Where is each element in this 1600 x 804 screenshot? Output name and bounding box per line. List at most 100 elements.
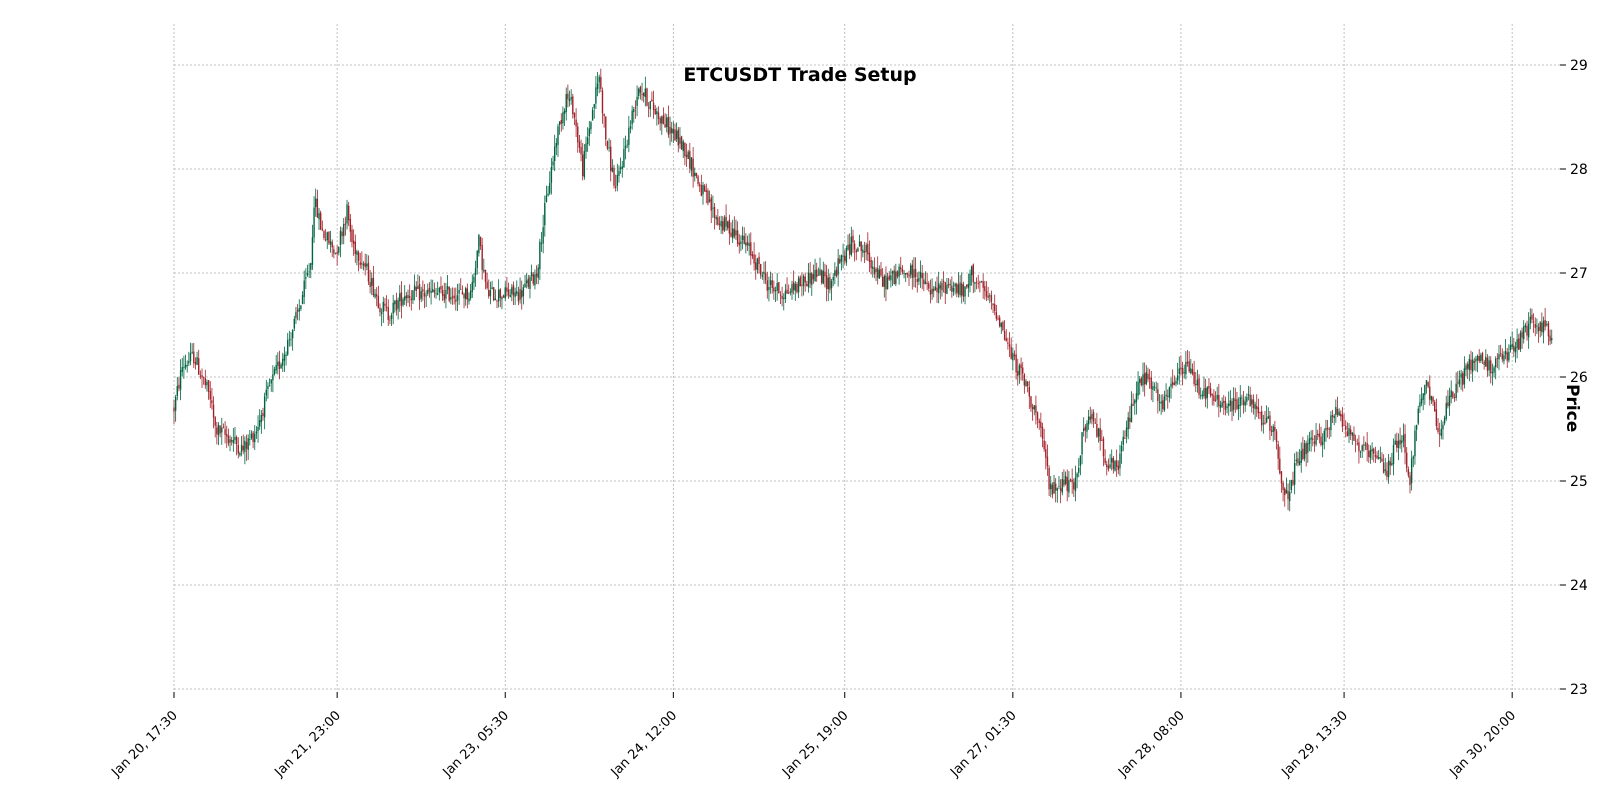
candle-body: [995, 311, 998, 319]
candle-body: [667, 117, 670, 135]
candle-body: [563, 110, 566, 114]
candle-body: [316, 198, 319, 218]
candle-body: [1102, 438, 1105, 457]
candle-body: [319, 212, 322, 230]
candle-body: [972, 264, 974, 283]
candle-body: [1551, 337, 1553, 341]
candle-body: [1325, 428, 1327, 431]
candle-body: [1074, 477, 1077, 491]
candle-body: [1224, 401, 1227, 410]
candle-body: [928, 283, 930, 289]
candle-body: [270, 379, 272, 384]
candle-body: [626, 144, 628, 146]
candle-body: [638, 88, 640, 97]
candle-body: [1237, 404, 1240, 409]
candle-body: [1214, 399, 1217, 401]
candle-body: [672, 129, 675, 134]
candle-body: [313, 207, 315, 238]
candle-body: [1254, 404, 1256, 410]
candle-body: [455, 299, 457, 302]
candle-body: [1053, 481, 1055, 494]
candle-body: [397, 300, 399, 309]
candle-body: [1051, 484, 1054, 495]
candle-body: [567, 93, 569, 100]
y-tick-label: 27: [1570, 266, 1588, 282]
candle-body: [1082, 428, 1085, 432]
candle-body: [1425, 380, 1428, 386]
candle-body: [1026, 381, 1029, 387]
candle-body: [1348, 428, 1350, 436]
candle-body: [903, 272, 905, 274]
candle-body: [1226, 406, 1228, 408]
candle-body: [947, 283, 950, 286]
candle-body: [333, 249, 335, 254]
candle-body: [1132, 404, 1134, 406]
candle-body: [1078, 467, 1080, 473]
candle-body: [464, 288, 467, 300]
candle-body: [275, 364, 277, 371]
candle-body: [977, 283, 979, 284]
candle-body: [1130, 403, 1133, 423]
candle-body: [918, 277, 920, 282]
candle-body: [1203, 388, 1205, 397]
candle-body: [247, 438, 249, 450]
candle-body: [1384, 469, 1386, 471]
candle-body: [779, 294, 782, 296]
candle-body: [769, 280, 772, 285]
candle-body: [189, 352, 192, 362]
candle-body: [382, 301, 384, 312]
candle-body: [489, 290, 492, 297]
candle-body: [1503, 355, 1505, 362]
candle-body: [547, 193, 549, 196]
candle-body: [1168, 387, 1171, 398]
candle-body: [466, 288, 469, 300]
candle-body: [384, 303, 386, 306]
candle-body: [346, 204, 348, 224]
candle-body: [1002, 321, 1004, 331]
candle-body: [433, 290, 436, 293]
candle-body: [1486, 357, 1489, 371]
candle-body: [743, 235, 745, 245]
candle-body: [410, 298, 413, 301]
candle-body: [1485, 356, 1487, 367]
candle-body: [1547, 323, 1550, 337]
candle-body: [481, 245, 483, 270]
candle-body: [206, 381, 208, 386]
candle-body: [1506, 352, 1508, 361]
candle-body: [797, 278, 800, 293]
candle-body: [1181, 368, 1184, 375]
candle-body: [962, 284, 965, 297]
candle-body: [656, 111, 658, 115]
candle-body: [1198, 378, 1200, 395]
candle-body: [628, 127, 630, 145]
candle-body: [252, 432, 254, 443]
candle-body: [1340, 413, 1342, 417]
candle-body: [1493, 367, 1495, 373]
candle-body: [534, 274, 536, 286]
candle-body: [217, 425, 220, 436]
candle-body: [173, 407, 175, 412]
candle-body: [351, 229, 353, 243]
candle-body: [1513, 345, 1515, 352]
candle-body: [707, 190, 709, 204]
candle-body: [366, 263, 368, 267]
candle-body: [1287, 490, 1289, 500]
candle-body: [450, 297, 452, 300]
candle-body: [456, 295, 459, 301]
candle-body: [1420, 398, 1423, 404]
candle-body: [694, 172, 696, 177]
candle-body: [1338, 411, 1340, 416]
candle-body: [872, 266, 874, 269]
candle-body: [1437, 427, 1439, 432]
candle-body: [1242, 399, 1245, 406]
candle-body: [949, 283, 951, 285]
candle-body: [1376, 455, 1378, 459]
x-tick-label: Jan 30, 20:00: [1447, 708, 1519, 780]
candle-body: [1267, 416, 1269, 419]
candle-body: [1387, 460, 1390, 478]
candle-body: [234, 436, 236, 441]
candle-body: [936, 287, 938, 293]
candle-body: [494, 298, 497, 301]
candle-body: [483, 269, 485, 272]
candle-body: [687, 151, 689, 159]
